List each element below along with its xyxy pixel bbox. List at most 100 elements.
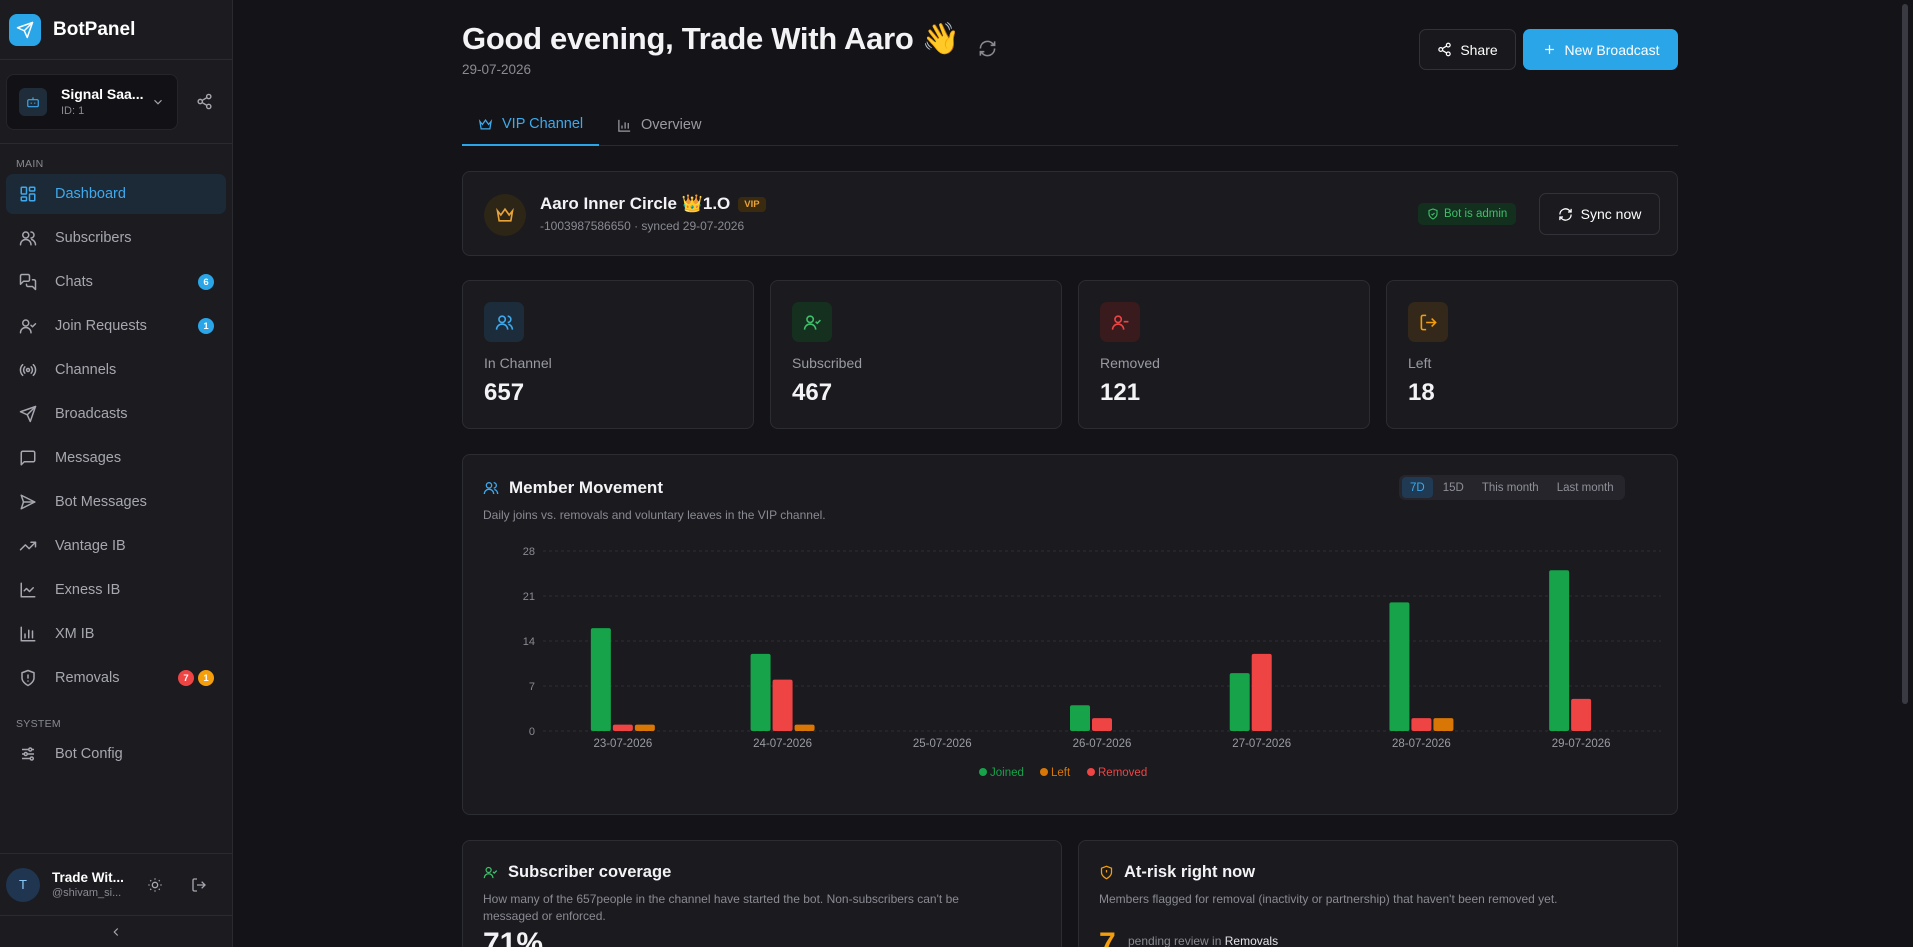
radio-icon xyxy=(19,361,41,379)
range-15d[interactable]: 15D xyxy=(1442,481,1464,494)
bot-selector[interactable]: Signal Saa... ID: 1 xyxy=(6,73,178,130)
vip-badge: VIP xyxy=(738,197,766,213)
sidebar-item-subscribers[interactable]: Subscribers xyxy=(6,218,226,258)
section-system-label: SYSTEM xyxy=(16,718,61,730)
chat-icon xyxy=(19,273,41,291)
sidebar-item-exness-ib[interactable]: Exness IB xyxy=(6,570,226,610)
at-risk-title: At-risk right now xyxy=(1099,863,1255,882)
y-tick-label: 28 xyxy=(523,546,535,558)
title-text: Subscriber coverage xyxy=(508,863,672,881)
sidebar-item-join-requests[interactable]: Join Requests 1 xyxy=(6,306,226,346)
range-7d[interactable]: 7D xyxy=(1402,477,1433,498)
range-last-month[interactable]: Last month xyxy=(1556,481,1614,494)
legend-label: Joined xyxy=(990,767,1024,779)
sidebar-item-label: Broadcasts xyxy=(55,406,128,422)
badge-group: 6 xyxy=(198,274,214,290)
bar-joined xyxy=(590,628,611,731)
channel-meta: -1003987586650 · synced 29-07-2026 xyxy=(540,219,745,233)
users-icon xyxy=(483,482,499,495)
x-tick-label: 25-07-2026 xyxy=(913,738,972,750)
user-minus-icon xyxy=(1100,302,1140,342)
bar-joined xyxy=(1549,570,1570,731)
count-badge: 1 xyxy=(198,670,214,686)
tab-label: VIP Channel xyxy=(502,116,584,132)
scrollbar-thumb[interactable] xyxy=(1902,4,1908,704)
range-this-month[interactable]: This month xyxy=(1481,481,1539,494)
sidebar-item-bot-config[interactable]: Bot Config xyxy=(6,734,226,774)
users-icon xyxy=(19,229,41,247)
refresh-icon xyxy=(1558,207,1572,221)
stat-label: Left xyxy=(1408,355,1432,371)
title-text: Member Movement xyxy=(509,478,663,497)
sidebar-item-bot-messages[interactable]: Bot Messages xyxy=(6,482,226,522)
sidebar-item-label: Subscribers xyxy=(55,230,132,246)
avatar: T xyxy=(6,867,40,902)
new-broadcast-button[interactable]: New Broadcast xyxy=(1523,29,1678,70)
logout-icon xyxy=(192,877,206,892)
sidebar-item-label: Removals xyxy=(55,670,120,686)
shield-icon xyxy=(19,669,41,687)
scrollbar-track[interactable] xyxy=(1902,0,1911,947)
share-button[interactable]: Share xyxy=(1419,29,1516,70)
removals-link[interactable]: Removals xyxy=(1224,934,1279,947)
line-chart-icon xyxy=(19,581,41,599)
sidebar-item-removals[interactable]: Removals 7 1 xyxy=(6,658,226,698)
collapse-sidebar-button[interactable] xyxy=(0,915,232,947)
count-badge: 7 xyxy=(178,670,194,686)
sync-now-button[interactable]: Sync now xyxy=(1539,193,1660,235)
y-tick-label: 0 xyxy=(529,726,535,738)
coverage-title: Subscriber coverage xyxy=(483,863,671,882)
theme-toggle-button[interactable] xyxy=(144,874,166,896)
bot-admin-badge: Bot is admin xyxy=(1418,203,1517,225)
refresh-icon xyxy=(979,40,996,57)
stat-card-subscribed: Subscribed 467 xyxy=(770,280,1062,429)
bar-chart-icon xyxy=(19,625,41,643)
stat-value: 657 xyxy=(484,379,525,406)
member-movement-title: Member Movement xyxy=(483,478,663,498)
brand: BotPanel xyxy=(0,0,232,60)
sidebar-item-label: Channels xyxy=(55,362,117,378)
sidebar-item-dashboard[interactable]: Dashboard xyxy=(6,174,226,214)
x-tick-label: 26-07-2026 xyxy=(1073,738,1132,750)
share-label: Share xyxy=(1460,41,1498,58)
bot-icon xyxy=(19,87,47,116)
coverage-value: 71% xyxy=(483,927,544,947)
tab-overview[interactable]: Overview xyxy=(617,104,701,146)
bar-joined xyxy=(1389,602,1410,731)
logout-button[interactable] xyxy=(188,874,210,896)
bar-left xyxy=(634,724,655,731)
sidebar-item-messages[interactable]: Messages xyxy=(6,438,226,478)
sidebar-item-broadcasts[interactable]: Broadcasts xyxy=(6,394,226,434)
x-tick-label: 29-07-2026 xyxy=(1552,738,1611,750)
share-bot-button[interactable] xyxy=(186,84,222,120)
tab-bar: VIP Channel Overview xyxy=(462,104,1678,146)
sidebar-item-chats[interactable]: Chats 6 xyxy=(6,262,226,302)
shield-alert-icon xyxy=(1100,865,1113,880)
sidebar-item-vantage-ib[interactable]: Vantage IB xyxy=(6,526,226,566)
sidebar-item-channels[interactable]: Channels xyxy=(6,350,226,390)
share-icon xyxy=(196,93,212,110)
sidebar-item-label: Bot Messages xyxy=(55,494,147,510)
bar-joined xyxy=(750,653,771,731)
sidebar-item-xm-ib[interactable]: XM IB xyxy=(6,614,226,654)
sync-label: Sync now xyxy=(1580,206,1642,222)
legend-dot-left xyxy=(1040,768,1048,776)
user-profile: T Trade Wit... @shivam_si... xyxy=(0,853,232,915)
sun-icon xyxy=(148,877,162,892)
crown-icon xyxy=(478,118,493,129)
title-text: At-risk right now xyxy=(1124,863,1256,881)
logout-icon xyxy=(1408,302,1448,342)
channel-name: Aaro Inner Circle 👑1.O xyxy=(540,194,731,213)
chevron-left-icon xyxy=(113,927,119,936)
stat-label: Subscribed xyxy=(792,355,863,371)
x-tick-label: 27-07-2026 xyxy=(1232,738,1291,750)
trending-up-icon xyxy=(19,537,41,555)
sidebar-item-label: Exness IB xyxy=(55,582,121,598)
bar-chart-icon xyxy=(618,119,631,132)
bar-left xyxy=(1433,718,1454,731)
tab-vip-channel[interactable]: VIP Channel xyxy=(462,104,600,146)
channel-name-row: Aaro Inner Circle 👑1.O VIP xyxy=(540,194,766,214)
refresh-button[interactable] xyxy=(978,39,997,58)
bar-removed xyxy=(1092,718,1112,731)
